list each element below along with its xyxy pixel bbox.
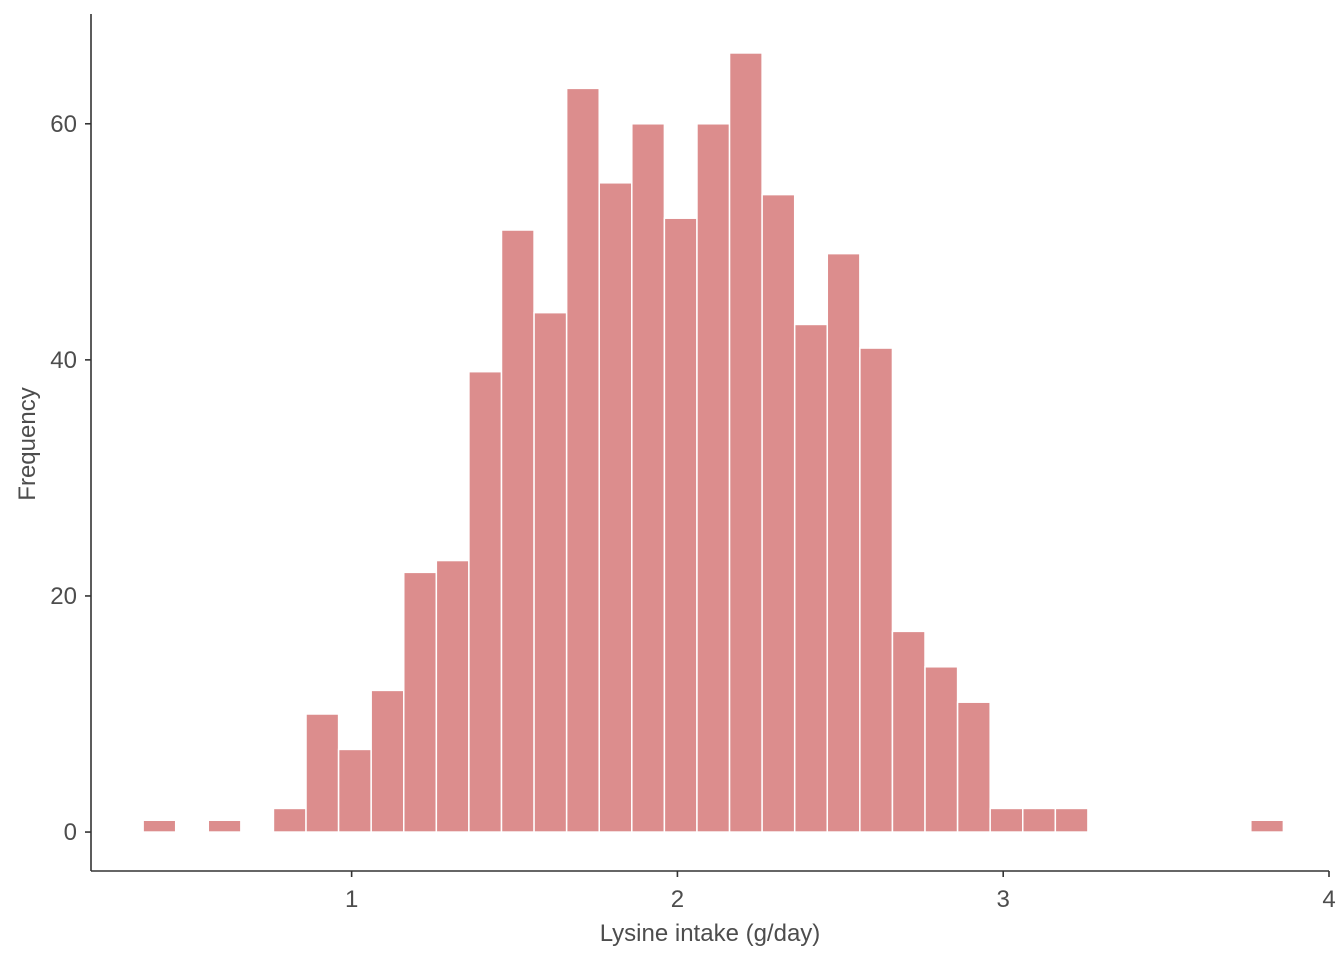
- x-tick-label: 2: [671, 886, 684, 913]
- x-tick-label: 1: [345, 886, 358, 913]
- histogram-bar: [598, 182, 633, 833]
- histogram-bar: [403, 571, 438, 833]
- histogram-bar: [989, 807, 1024, 833]
- histogram-bar: [696, 123, 731, 833]
- histogram-bar: [337, 748, 372, 833]
- histogram-bar: [891, 630, 926, 833]
- histogram-bar: [142, 819, 177, 833]
- y-tick-label: 60: [50, 111, 77, 138]
- x-tick-label: 3: [997, 886, 1010, 913]
- y-tick-label: 40: [50, 347, 77, 374]
- histogram-bar: [793, 323, 829, 833]
- histogram-bar: [435, 559, 470, 833]
- histogram-bar: [663, 217, 698, 833]
- histogram-bar: [305, 713, 340, 833]
- histogram-bar: [207, 819, 242, 833]
- histogram-bar: [728, 52, 763, 833]
- histogram-bar: [565, 87, 600, 833]
- histogram-bar: [924, 666, 959, 833]
- histogram-bar: [468, 370, 503, 833]
- histogram-bar: [533, 311, 568, 833]
- histogram-bar: [370, 689, 405, 833]
- y-tick-label: 0: [64, 819, 77, 846]
- y-tick-label: 20: [50, 583, 77, 610]
- histogram-bar: [859, 347, 894, 833]
- histogram-bar: [631, 123, 666, 833]
- histogram-bar: [1250, 819, 1285, 833]
- bars-group: [142, 52, 1285, 833]
- histogram-bar: [1054, 807, 1089, 833]
- x-tick-label: 4: [1322, 886, 1335, 913]
- histogram-bar: [500, 229, 535, 833]
- y-axis-ticks: 0 20 40 60: [50, 111, 91, 846]
- histogram-bar: [1022, 807, 1057, 833]
- histogram-bar: [826, 252, 861, 833]
- histogram-bar: [761, 193, 796, 833]
- histogram-bar: [272, 807, 307, 833]
- histogram-bar: [956, 701, 991, 833]
- x-axis-ticks: 1 2 3 4: [345, 871, 1336, 913]
- x-axis-title: Lysine intake (g/day): [600, 920, 821, 947]
- y-axis-title: Frequency: [14, 387, 41, 500]
